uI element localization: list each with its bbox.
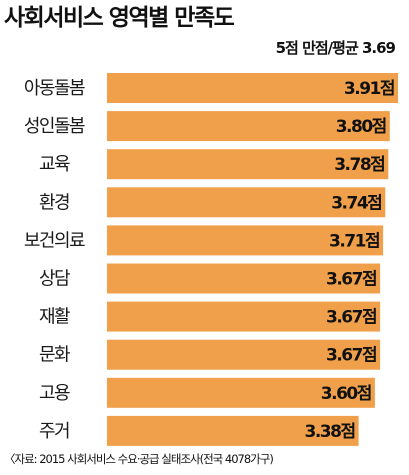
category-label: 고용 <box>39 383 70 404</box>
source-note: 〈자료: 2015 사회서비스 수요·공급 실태조사(전국 4078가구) <box>4 452 274 466</box>
value-label: 3.71점 <box>329 231 379 251</box>
category-label: 보건의료 <box>24 230 85 251</box>
value-label: 3.60점 <box>321 384 371 404</box>
category-label: 아동돌봄 <box>24 78 85 99</box>
bar <box>107 301 381 332</box>
chart-subtitle: 5점 만점/평균 3.69 <box>275 39 396 57</box>
category-label: 상담 <box>39 269 70 290</box>
category-label: 성인돌봄 <box>24 116 85 137</box>
category-label: 교육 <box>39 154 70 175</box>
bar <box>107 339 381 370</box>
value-label: 3.74점 <box>331 193 381 213</box>
category-label: 문화 <box>39 345 70 366</box>
value-label: 3.80점 <box>336 117 386 137</box>
value-label: 3.67점 <box>326 346 376 366</box>
value-label: 3.78점 <box>334 155 384 175</box>
category-label: 주거 <box>39 421 69 442</box>
bar <box>107 149 389 180</box>
bar <box>107 111 390 142</box>
value-label: 3.67점 <box>326 270 376 290</box>
value-label: 3.38점 <box>305 422 355 442</box>
bar <box>107 263 381 294</box>
bar <box>107 187 386 218</box>
chart-title: 사회서비스 영역별 만족도 <box>4 5 235 31</box>
category-label: 환경 <box>39 192 69 213</box>
value-label: 3.67점 <box>326 308 376 328</box>
category-label: 재활 <box>39 307 70 328</box>
value-label: 3.91점 <box>344 79 394 99</box>
bar <box>107 415 359 446</box>
bar <box>107 225 384 256</box>
bar <box>107 73 398 103</box>
bar <box>107 377 375 408</box>
